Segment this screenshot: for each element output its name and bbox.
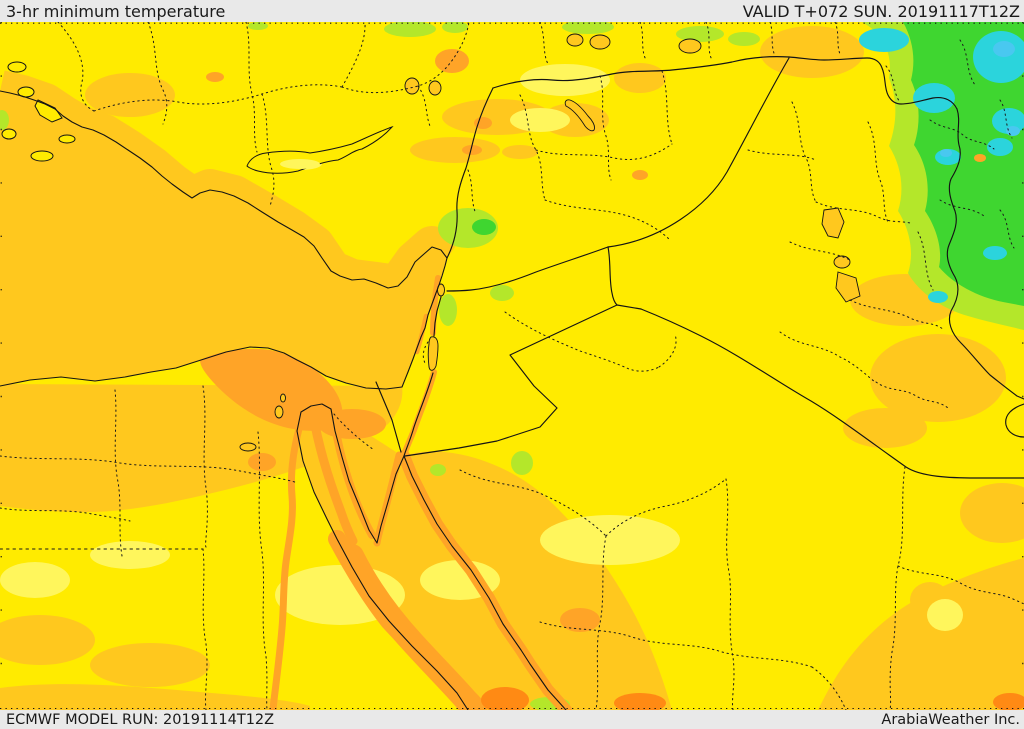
temperature-overlays (0, 22, 1024, 710)
islands (1, 61, 394, 174)
admin-boundaries (0, 22, 1024, 710)
coastlines (0, 90, 567, 710)
model-run-label: ECMWF MODEL RUN: 20191114T12Z (6, 711, 275, 728)
valid-time-label: VALID T+072 SUN. 20191117T12Z (742, 1, 1020, 21)
temperature-map (0, 22, 1024, 710)
footer-bar: ECMWF MODEL RUN: 20191114T12Z ArabiaWeat… (0, 710, 1024, 729)
brand-label: ArabiaWeather Inc. (881, 711, 1020, 728)
page-title: 3-hr minimum temperature (6, 1, 226, 21)
header-bar: 3-hr minimum temperature VALID T+072 SUN… (0, 0, 1024, 22)
lakes (239, 33, 861, 452)
map-canvas[interactable] (0, 22, 1024, 710)
country-borders (375, 56, 1024, 479)
map-frame-ticks (0, 22, 1024, 710)
